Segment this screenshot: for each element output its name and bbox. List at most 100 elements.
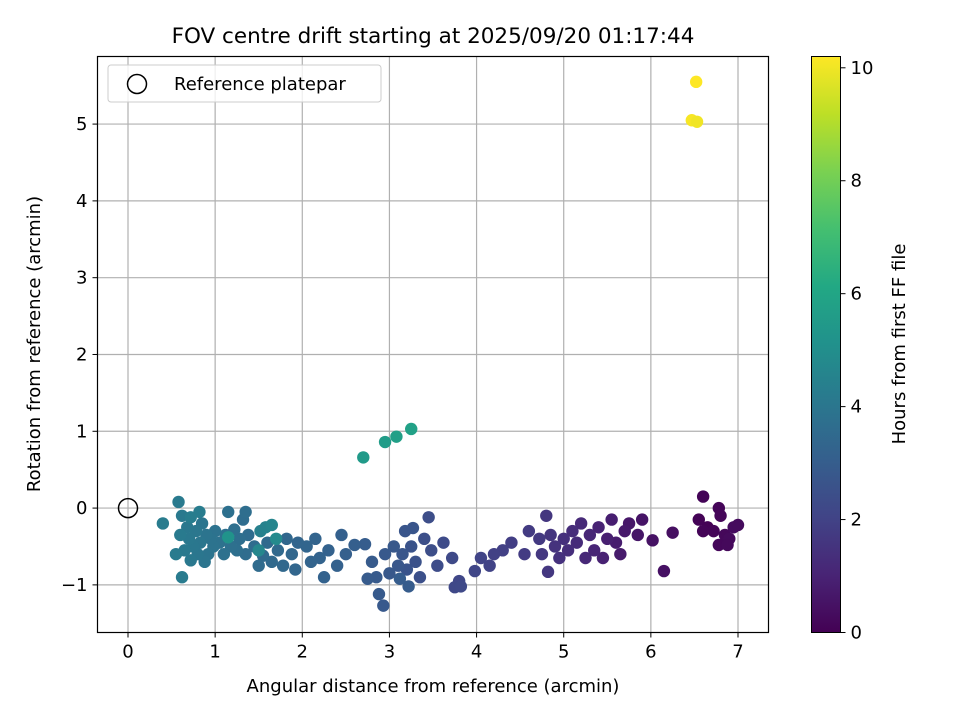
legend-box (107, 64, 382, 103)
data-point (322, 544, 335, 557)
reference-platepar-marker (117, 497, 139, 519)
x-tick-label: 5 (558, 642, 569, 663)
data-point (393, 572, 407, 585)
data-point (714, 509, 727, 522)
data-point (405, 422, 418, 436)
data-point (348, 538, 361, 552)
data-point (692, 513, 705, 526)
data-point (175, 571, 189, 584)
data-point (289, 563, 302, 576)
data-point (252, 544, 265, 557)
data-point (339, 547, 353, 561)
data-point (280, 532, 293, 546)
data-point (409, 555, 422, 569)
y-axis-label: Rotation from reference (arcmin) (24, 196, 45, 492)
data-point (391, 559, 405, 572)
data-point (605, 513, 618, 526)
data-point (437, 536, 450, 549)
colorbar-tick-label: 10 (851, 58, 874, 79)
y-tick-label: −1 (61, 575, 88, 596)
data-point (690, 115, 704, 128)
colorbar-tick-label: 6 (851, 284, 862, 305)
data-point (570, 536, 583, 549)
data-point (454, 580, 468, 593)
data-point (184, 511, 197, 524)
x-axis-ticks: 0 1 2 3 4 5 6 7 (122, 632, 744, 663)
data-point (217, 547, 231, 561)
x-axis-label: Angular distance from reference (arcmin) (247, 676, 620, 697)
grid-lines (97, 56, 769, 633)
x-tick-label: 0 (122, 642, 133, 663)
data-point (233, 532, 246, 546)
data-point (505, 536, 518, 549)
x-tick-label: 4 (471, 642, 482, 663)
data-point (666, 526, 679, 539)
data-point (533, 532, 546, 546)
data-point (377, 599, 390, 612)
data-point (721, 538, 734, 552)
data-point (269, 532, 283, 546)
data-point (574, 517, 588, 530)
colorbar-ticks: 0 2 4 6 8 10 (840, 58, 874, 644)
data-point (265, 518, 278, 532)
data-point (596, 551, 610, 565)
x-tick-label: 1 (209, 642, 220, 663)
data-point (483, 559, 496, 572)
data-point (646, 534, 659, 547)
y-tick-label: 4 (76, 191, 87, 212)
data-point (618, 524, 631, 538)
data-point (405, 540, 418, 553)
data-point (378, 435, 392, 449)
data-point (222, 505, 235, 519)
data-point (252, 559, 265, 572)
y-tick-label: 3 (76, 268, 87, 289)
x-tick-label: 7 (732, 642, 743, 663)
data-point (548, 540, 562, 553)
data-point (413, 571, 427, 584)
y-tick-label: 0 (76, 498, 87, 519)
data-point (631, 528, 644, 542)
chart-title: FOV centre drift starting at 2025/09/20 … (172, 24, 695, 49)
data-point (614, 547, 627, 561)
data-point (378, 547, 392, 561)
x-tick-label: 3 (384, 642, 395, 663)
data-point (696, 490, 710, 503)
data-point (291, 536, 305, 549)
y-tick-label: 1 (76, 421, 87, 442)
data-point (358, 537, 372, 551)
data-point (522, 524, 536, 538)
data-point (276, 559, 290, 572)
data-point (566, 524, 579, 538)
colorbar-tick-label: 8 (851, 171, 862, 192)
colorbar-tick-label: 4 (851, 397, 862, 418)
colorbar-label: Hours from first FF file (889, 244, 910, 445)
data-point (544, 528, 557, 542)
data-point (557, 532, 570, 546)
data-point (265, 555, 278, 569)
data-point (592, 521, 605, 534)
data-point (707, 524, 720, 538)
data-point (518, 547, 531, 561)
data-point (365, 555, 379, 569)
data-point (317, 571, 331, 584)
data-point (330, 559, 344, 572)
data-point (425, 544, 438, 557)
y-tick-label: 5 (76, 114, 87, 135)
data-point (689, 75, 703, 89)
scatter-points (156, 75, 745, 612)
data-point (712, 538, 726, 552)
colorbar-tick-label: 0 (851, 623, 862, 644)
data-point (535, 547, 549, 561)
data-point (561, 544, 575, 557)
data-point (383, 567, 396, 580)
data-point (583, 528, 597, 542)
data-point (169, 547, 183, 561)
data-point (361, 572, 374, 585)
data-point (174, 528, 187, 542)
data-point (553, 551, 566, 565)
data-point (172, 495, 185, 509)
data-point (696, 524, 710, 538)
data-point (540, 509, 553, 522)
x-tick-label: 6 (645, 642, 656, 663)
data-point (468, 564, 482, 578)
